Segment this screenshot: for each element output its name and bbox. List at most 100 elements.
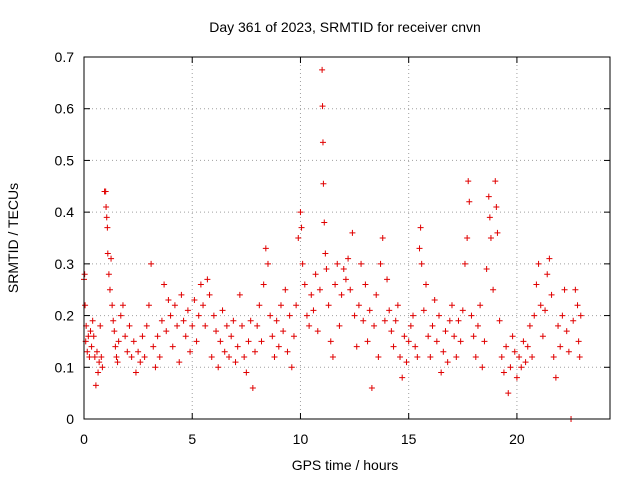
data-point — [552, 374, 559, 381]
data-point — [563, 328, 570, 335]
data-point — [486, 214, 493, 221]
data-point — [494, 229, 501, 236]
data-point — [197, 281, 204, 288]
data-point — [375, 353, 382, 360]
data-point — [85, 333, 92, 340]
data-point — [260, 281, 267, 288]
data-point — [511, 348, 518, 355]
data-point — [550, 353, 557, 360]
data-point — [312, 271, 319, 278]
data-point — [288, 364, 295, 371]
data-point — [535, 260, 542, 267]
data-point — [282, 286, 289, 293]
data-point — [204, 276, 211, 283]
data-point — [122, 333, 129, 340]
data-point — [297, 209, 304, 216]
data-point — [470, 333, 477, 340]
data-point — [377, 260, 384, 267]
data-point — [509, 333, 516, 340]
data-point — [143, 322, 150, 329]
data-point — [174, 322, 181, 329]
data-point — [459, 307, 466, 314]
data-point — [420, 307, 427, 314]
data-point — [104, 250, 111, 257]
data-point — [319, 103, 326, 110]
data-point — [208, 353, 215, 360]
data-point — [485, 193, 492, 200]
data-point — [416, 245, 423, 252]
data-point — [455, 317, 462, 324]
data-point — [360, 317, 367, 324]
data-point — [557, 343, 564, 350]
data-point — [574, 302, 581, 309]
y-tick-label: 0.3 — [55, 256, 75, 272]
data-point — [340, 266, 347, 273]
data-point — [234, 343, 241, 350]
data-point — [236, 291, 243, 298]
data-point — [115, 338, 122, 345]
data-point — [572, 286, 579, 293]
data-point — [165, 297, 172, 304]
data-point — [310, 307, 317, 314]
x-tick-label: 15 — [401, 431, 417, 447]
data-point — [215, 364, 222, 371]
data-point — [407, 322, 414, 329]
y-tick-label: 0.2 — [55, 308, 75, 324]
data-point — [435, 312, 442, 319]
data-point — [496, 317, 503, 324]
data-point — [327, 338, 334, 345]
data-point — [442, 328, 449, 335]
x-tick-label: 5 — [188, 431, 196, 447]
data-point — [522, 359, 529, 366]
data-point — [362, 281, 369, 288]
data-point — [82, 302, 89, 309]
data-point — [537, 302, 544, 309]
data-point — [132, 369, 139, 376]
data-point — [191, 297, 198, 304]
data-point — [483, 266, 490, 273]
data-point — [184, 307, 191, 314]
data-point — [306, 322, 313, 329]
data-point — [503, 343, 510, 350]
data-point — [453, 353, 460, 360]
y-tick-label: 0.4 — [55, 204, 75, 220]
data-point — [109, 302, 116, 309]
data-point — [90, 333, 97, 340]
x-tick-label: 10 — [293, 431, 309, 447]
data-point — [232, 359, 239, 366]
x-tick-label: 0 — [80, 431, 88, 447]
data-point — [461, 260, 468, 267]
data-point — [119, 302, 126, 309]
data-point — [472, 353, 479, 360]
data-point — [559, 312, 566, 319]
data-point — [575, 338, 582, 345]
data-point — [150, 343, 157, 350]
data-point — [154, 333, 161, 340]
data-point — [565, 348, 572, 355]
data-point — [187, 348, 194, 355]
axis-ticks: 0 0.1 0.2 0.3 0.4 0.5 0.6 0.7 0 5 10 15 20 — [55, 49, 610, 447]
data-point — [126, 322, 133, 329]
data-point — [505, 390, 512, 397]
data-point — [364, 338, 371, 345]
data-point — [533, 281, 540, 288]
data-point — [319, 66, 326, 73]
data-point — [500, 369, 507, 376]
data-point — [347, 286, 354, 293]
data-point — [520, 338, 527, 345]
data-point — [247, 317, 254, 324]
data-point — [548, 291, 555, 298]
data-point — [405, 338, 412, 345]
data-point — [403, 359, 410, 366]
data-point — [189, 322, 196, 329]
data-point — [577, 312, 584, 319]
data-point — [221, 348, 228, 355]
data-point — [466, 198, 473, 205]
data-point — [336, 322, 343, 329]
data-point — [202, 322, 209, 329]
data-point — [254, 322, 261, 329]
data-point — [112, 343, 119, 350]
data-point — [438, 369, 445, 376]
data-point — [392, 317, 399, 324]
data-point — [570, 317, 577, 324]
